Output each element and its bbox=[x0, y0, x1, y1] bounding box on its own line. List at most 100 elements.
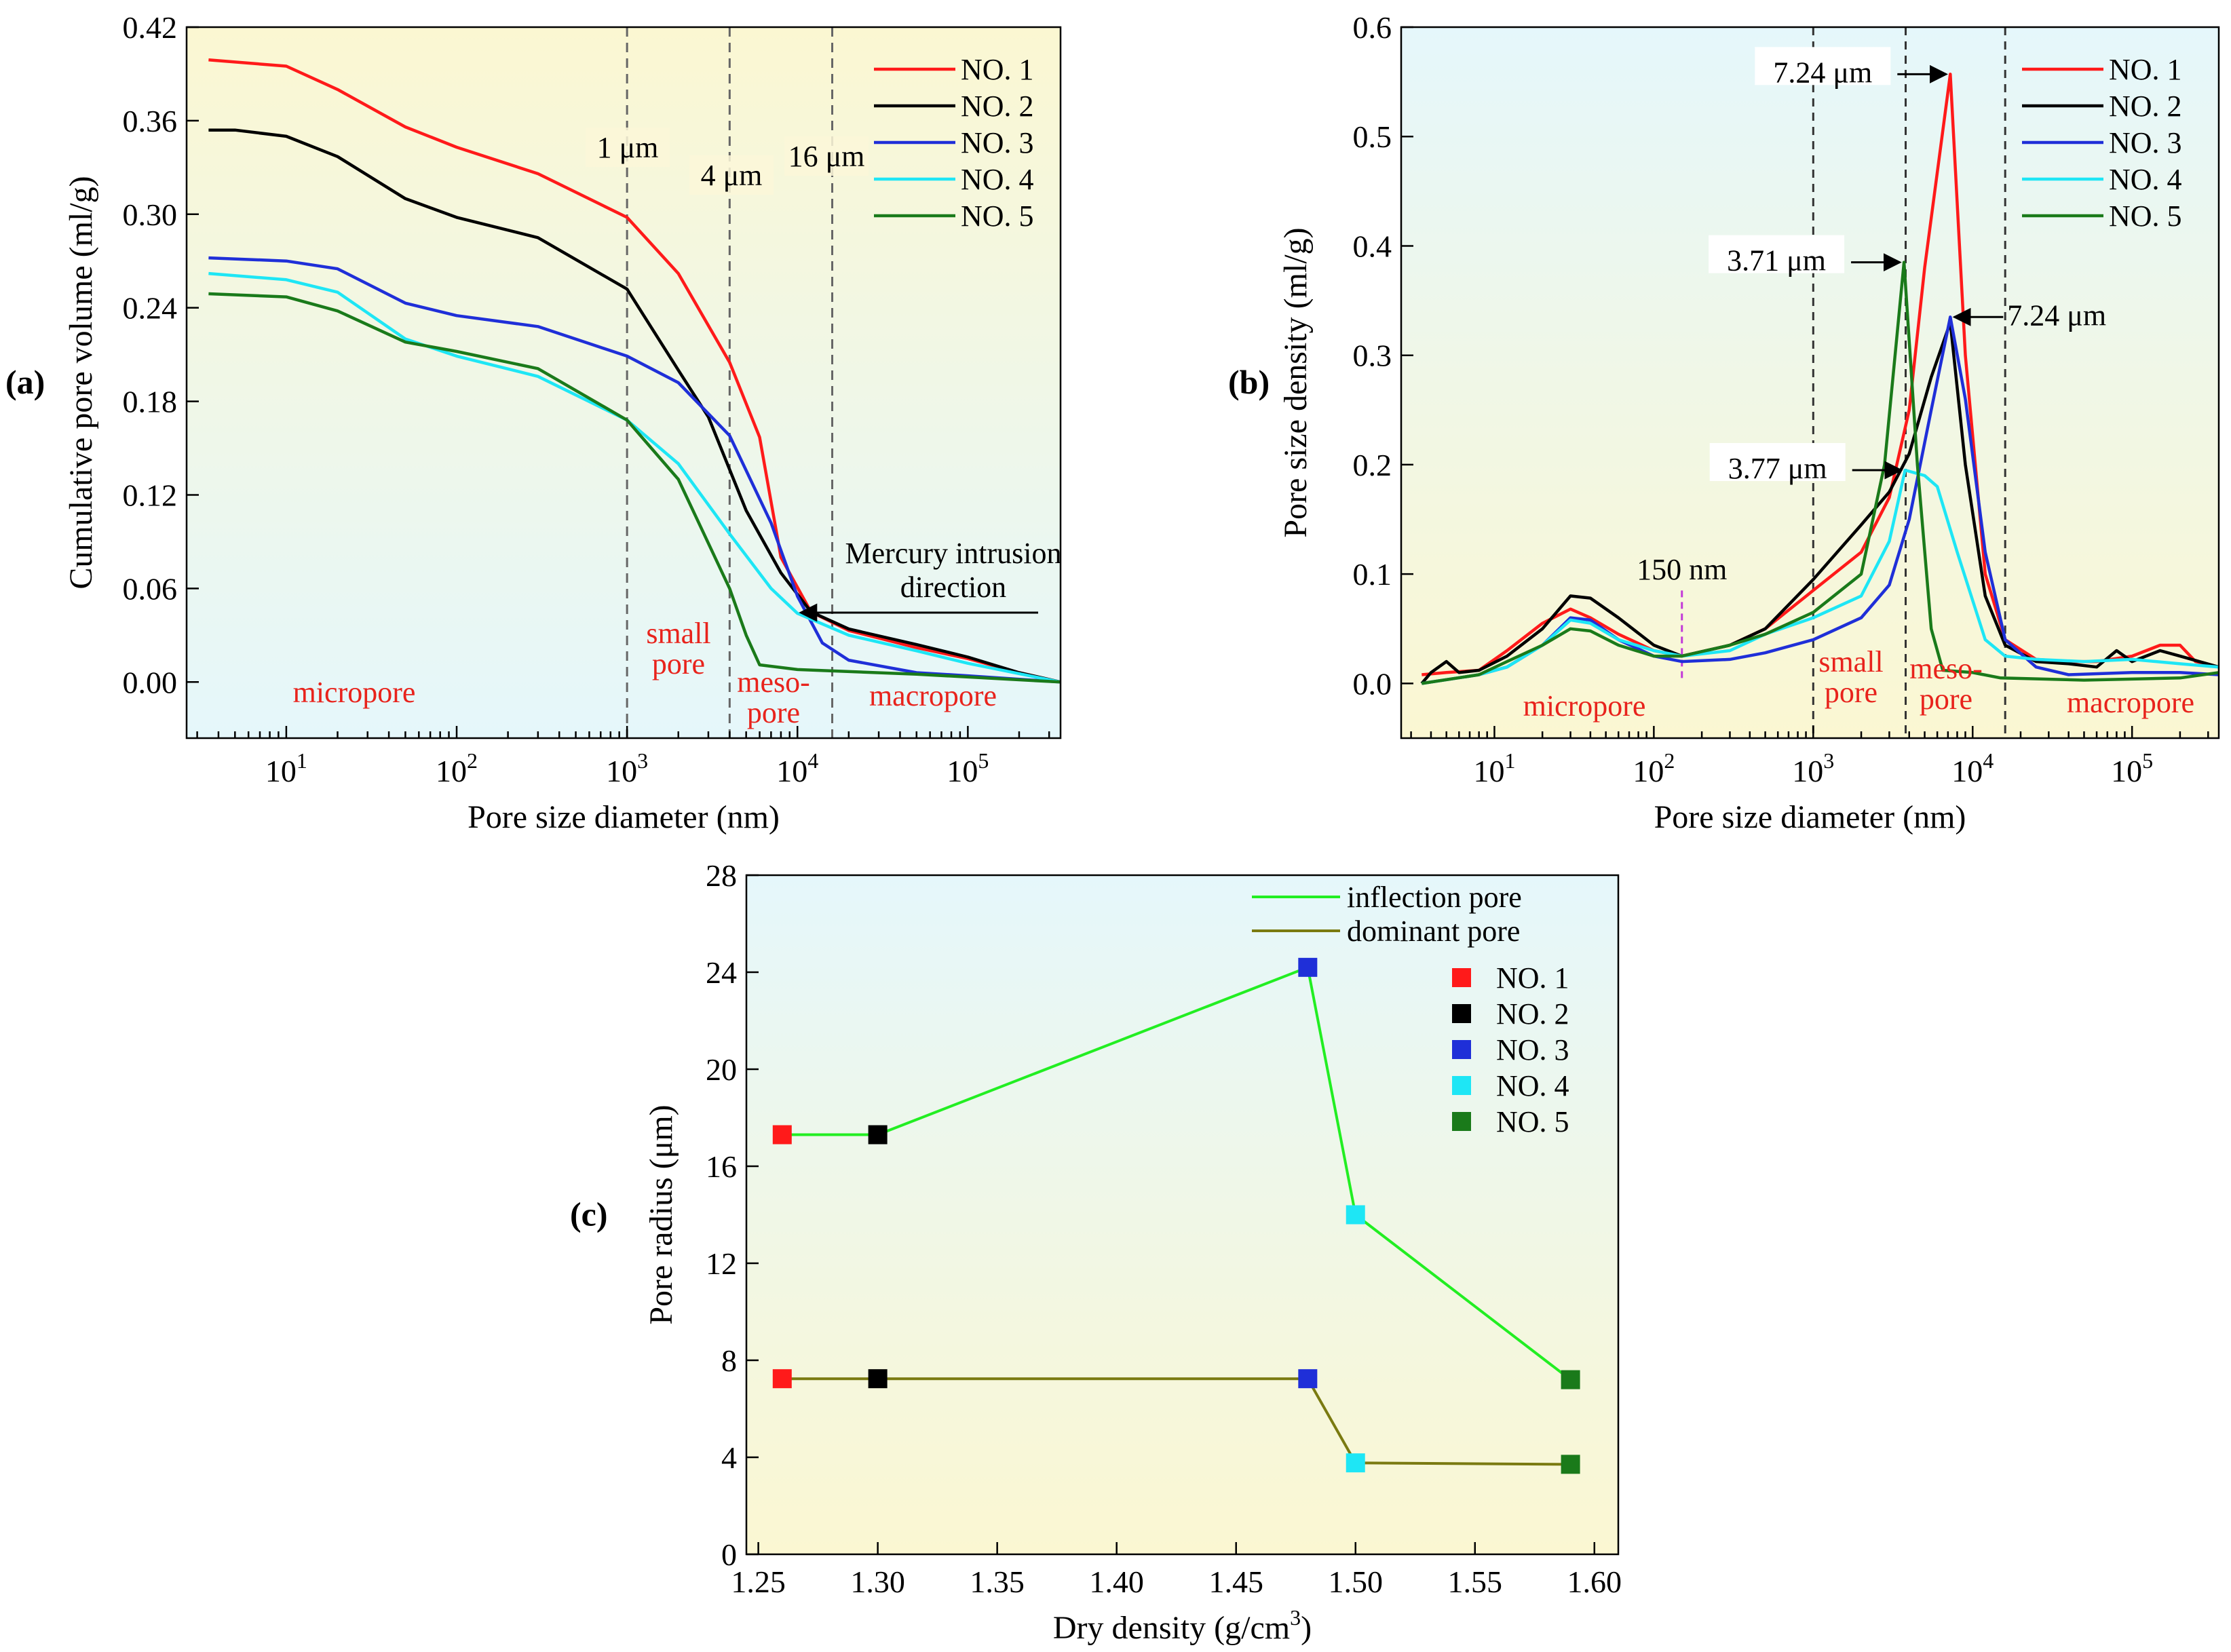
plot-frame bbox=[745, 874, 1620, 1556]
vline-label: 4 μm bbox=[701, 159, 763, 192]
x-tick-label: 101 bbox=[265, 748, 307, 788]
peak-label: 7.24 μm bbox=[1773, 56, 1872, 89]
y-tick-label: 0.36 bbox=[123, 104, 178, 138]
series-line-5 bbox=[208, 292, 1061, 684]
plot-frame bbox=[1400, 26, 2220, 739]
y-tick-label: 0.3 bbox=[1353, 339, 1392, 373]
y-tick-label: 12 bbox=[706, 1246, 737, 1281]
region-label-meso-pore: pore bbox=[1920, 683, 1972, 716]
legend-line-label: dominant pore bbox=[1347, 915, 1520, 948]
y-tick-label: 0.00 bbox=[123, 665, 178, 699]
x-tick-label: 1.55 bbox=[1448, 1564, 1503, 1599]
y-tick-label: 28 bbox=[706, 858, 737, 893]
x-tick-label: 102 bbox=[436, 748, 478, 788]
plot-area-background bbox=[746, 875, 1618, 1554]
data-marker bbox=[868, 1369, 888, 1389]
x-tick-label: 103 bbox=[1792, 748, 1834, 788]
panel-tag: (a) bbox=[5, 363, 45, 401]
series-line-4 bbox=[1421, 468, 2219, 685]
x-tick-label: 104 bbox=[776, 748, 818, 788]
region-label-micropore: micropore bbox=[293, 676, 416, 709]
mercury-intrusion-label-2: direction bbox=[900, 571, 1006, 604]
y-tick-label: 16 bbox=[706, 1149, 737, 1184]
region-label-meso: meso- bbox=[1909, 652, 1983, 685]
panel-a-cumulative-pore-volume: 0.00 0.06 0.12 0.18 0.24 0.30 0.36 0.42 101 102 10… bbox=[5, 10, 1061, 835]
x-tick-label: 1.50 bbox=[1328, 1564, 1383, 1599]
plot-area-background bbox=[1401, 27, 2219, 738]
y-tick-label: 0.0 bbox=[1353, 666, 1392, 701]
region-label-small: small bbox=[1818, 645, 1883, 678]
legend-label: NO. 3 bbox=[961, 126, 1034, 159]
y-tick-label: 0.2 bbox=[1353, 448, 1392, 482]
panel-tag: (c) bbox=[570, 1195, 608, 1233]
legend-marker-swatch bbox=[1452, 968, 1471, 987]
region-label-small-pore: pore bbox=[652, 647, 705, 680]
x-axis-title: Dry density (g/cm3) bbox=[1053, 1605, 1312, 1646]
series-line-5 bbox=[1421, 261, 2219, 685]
legend-label: NO. 1 bbox=[2109, 53, 2182, 86]
series-line-2 bbox=[208, 128, 1061, 684]
series-line-2 bbox=[1420, 321, 2219, 685]
y-tick-label: 8 bbox=[721, 1343, 737, 1378]
data-marker bbox=[1561, 1455, 1580, 1474]
x-tick-label: 1.30 bbox=[850, 1564, 905, 1599]
x-axis-title: Pore size diameter (nm) bbox=[1654, 799, 1966, 835]
region-label-macropore: macropore bbox=[869, 679, 997, 712]
region-label-small: small bbox=[646, 617, 710, 650]
x-tick-label: 102 bbox=[1633, 748, 1675, 788]
vline-label: 1 μm bbox=[597, 131, 659, 164]
series-line-3 bbox=[208, 256, 1061, 684]
x-axis-title: Pore size diameter (nm) bbox=[468, 799, 780, 835]
legend-label: NO. 4 bbox=[2109, 163, 2182, 196]
y-tick-label: 24 bbox=[706, 955, 737, 990]
peak-label: 3.71 μm bbox=[1727, 244, 1826, 277]
y-tick-label: 20 bbox=[706, 1052, 737, 1087]
vline-label-bg bbox=[689, 155, 774, 195]
legend-label: NO. 3 bbox=[2109, 126, 2182, 159]
data-marker bbox=[1298, 1369, 1318, 1389]
vline-label-bg bbox=[586, 128, 670, 167]
legend-marker-label: NO. 5 bbox=[1496, 1105, 1569, 1138]
series-line-1 bbox=[208, 58, 1061, 684]
data-marker bbox=[1346, 1205, 1365, 1225]
x-tick-label: 101 bbox=[1473, 748, 1515, 788]
region-label-macropore: macropore bbox=[2067, 686, 2194, 719]
data-marker bbox=[772, 1125, 792, 1145]
peak-label-bg bbox=[1709, 235, 1845, 273]
region-label-meso-pore: pore bbox=[747, 696, 800, 729]
legend-label: NO. 1 bbox=[961, 53, 1034, 86]
legend-marker-swatch bbox=[1452, 1040, 1471, 1059]
y-axis-title: Pore size density (ml/g) bbox=[1278, 227, 1314, 537]
x-tick-label: 1.35 bbox=[970, 1564, 1025, 1599]
x-tick-label: 1.60 bbox=[1567, 1564, 1622, 1599]
y-tick-label: 4 bbox=[721, 1440, 737, 1475]
peak-label: 3.77 μm bbox=[1728, 452, 1827, 485]
legend-label: NO. 5 bbox=[2109, 199, 2182, 233]
y-tick-label: 0.6 bbox=[1353, 10, 1392, 45]
y-tick-label: 0.42 bbox=[123, 10, 178, 45]
panel-c-pore-radius-vs-dry-density: 0 4 8 12 16 20 24 28 1.25 1.30 1.35 1.40 1.45 1.50 1.5… bbox=[570, 858, 1622, 1646]
y-tick-label: 0.30 bbox=[123, 197, 178, 232]
data-marker bbox=[1346, 1453, 1365, 1473]
x-tick-label: 103 bbox=[606, 748, 648, 788]
peak-label-bg bbox=[1709, 442, 1846, 481]
data-marker bbox=[868, 1125, 888, 1145]
y-tick-label: 0.06 bbox=[123, 571, 178, 606]
data-marker bbox=[772, 1369, 792, 1389]
legend-marker-label: NO. 3 bbox=[1496, 1033, 1569, 1067]
y-axis-title: Pore radius (μm) bbox=[643, 1104, 679, 1324]
y-tick-label: 0.4 bbox=[1353, 229, 1392, 263]
region-label-meso: meso- bbox=[737, 666, 810, 699]
vline-label: 16 μm bbox=[788, 140, 865, 173]
legend-marker-swatch bbox=[1452, 1112, 1471, 1131]
panel-b-pore-size-density: 0.0 0.1 0.2 0.3 0.4 0.5 0.6 101 102 103 104 105 Pore… bbox=[1228, 10, 2220, 835]
legend-label: NO. 2 bbox=[2109, 90, 2182, 123]
region-label-small-pore: pore bbox=[1825, 676, 1877, 709]
y-tick-label: 0.18 bbox=[123, 385, 178, 419]
vline-label-bg bbox=[784, 136, 869, 176]
peak-label-bg bbox=[1755, 47, 1891, 85]
legend-marker-swatch bbox=[1452, 1004, 1471, 1023]
legend-label: NO. 5 bbox=[961, 199, 1034, 233]
series-line-4 bbox=[208, 271, 1061, 684]
